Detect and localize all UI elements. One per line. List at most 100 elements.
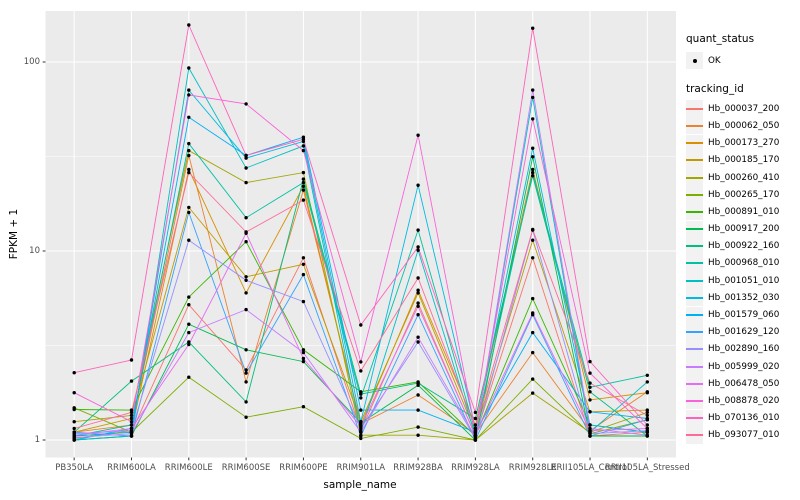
data-point (129, 358, 134, 362)
legend-color-line (686, 399, 703, 402)
data-point (416, 133, 420, 137)
data-point (359, 430, 363, 434)
data-point (416, 288, 420, 292)
data-point (359, 434, 363, 438)
legend-item-label: Hb_093077_010 (708, 430, 780, 441)
legend-item-label: Hb_000260_410 (708, 172, 780, 183)
data-point (72, 426, 76, 431)
legend-item-Hb_000968_010: Hb_000968_010 (686, 254, 800, 272)
data-point (416, 393, 420, 397)
data-point (645, 391, 649, 395)
data-point (531, 95, 535, 100)
data-point (244, 240, 248, 244)
data-point (301, 350, 306, 355)
data-point (359, 408, 363, 412)
quant-status-ok-label: OK (708, 55, 721, 66)
legend-color-line (686, 417, 703, 420)
x-tick-label-RRII105LA_Stressed: RRII105LA_Stressed (604, 463, 690, 473)
data-point (187, 303, 191, 307)
data-point (301, 256, 306, 260)
data-point (301, 184, 306, 188)
tracking-id-legend-items: Hb_000037_200 Hb_000062_050 Hb_000173_270 H… (686, 100, 800, 444)
legend-line-key (686, 272, 703, 290)
data-point (531, 167, 535, 172)
data-point (187, 342, 191, 347)
legend-color-line (686, 142, 703, 145)
data-point (72, 407, 76, 412)
legend-line-key (686, 323, 703, 341)
data-point (301, 359, 306, 364)
data-point (129, 416, 134, 421)
data-point (72, 433, 76, 437)
data-point (244, 156, 248, 160)
data-point (645, 413, 649, 418)
data-point (588, 423, 592, 427)
legend-item-label: Hb_001051_010 (708, 275, 780, 286)
data-point (645, 423, 649, 427)
data-point (129, 420, 134, 424)
data-point (531, 170, 535, 175)
data-point (416, 425, 420, 429)
legend-line-key (686, 254, 703, 272)
legend-item-Hb_000891_010: Hb_000891_010 (686, 203, 800, 221)
legend-item-label: Hb_001352_030 (708, 292, 780, 303)
data-point (301, 137, 306, 141)
legend-color-line (686, 176, 703, 179)
data-point (416, 291, 420, 295)
data-point (301, 299, 306, 304)
legend-item-Hb_000173_270: Hb_000173_270 (686, 134, 800, 152)
data-point (187, 88, 191, 92)
legend-color-line (686, 262, 703, 265)
legend-color-line (686, 434, 703, 437)
data-point (187, 167, 191, 172)
data-point (531, 256, 535, 260)
data-point (359, 392, 363, 396)
legend-color-line (686, 228, 703, 231)
legend-color-line (686, 314, 703, 317)
data-point (531, 296, 535, 301)
legend-line-key (686, 203, 703, 221)
data-point (301, 356, 306, 361)
data-point (645, 433, 649, 437)
data-point (244, 380, 248, 384)
data-point (416, 304, 420, 308)
data-point (187, 330, 191, 335)
data-point (531, 238, 535, 242)
legend-item-label: Hb_000173_270 (708, 138, 780, 149)
data-point (187, 322, 191, 326)
data-point (588, 410, 592, 414)
legend-item-label: Hb_000037_200 (708, 103, 780, 114)
data-point (531, 88, 535, 92)
data-point (187, 141, 191, 146)
data-point (416, 433, 420, 437)
data-point (244, 415, 248, 419)
data-point (473, 433, 478, 437)
data-point (72, 435, 76, 440)
data-point (531, 311, 535, 315)
data-point (244, 291, 248, 295)
data-point (359, 424, 363, 429)
data-point (244, 216, 248, 220)
data-point (244, 307, 248, 312)
x-tick-label-RRIM600SE: RRIM600SE (221, 463, 271, 473)
legend-color-line (686, 124, 703, 127)
x-tick-label-RRIM600PE: RRIM600PE (279, 463, 328, 473)
legend-item-Hb_006478_050: Hb_006478_050 (686, 375, 800, 393)
data-point (416, 381, 420, 385)
y-tick-label: 10 (29, 245, 40, 256)
data-point (645, 418, 649, 422)
data-point (416, 335, 420, 339)
x-tick-label-RRIM901LA: RRIM901LA (336, 463, 386, 473)
legend-item-label: Hb_001629_120 (708, 327, 780, 338)
data-point (72, 391, 76, 395)
data-point (645, 410, 649, 415)
legend-item-Hb_093077_010: Hb_093077_010 (686, 426, 800, 444)
legend-color-line (686, 331, 703, 334)
data-point (645, 380, 649, 384)
data-point (129, 379, 134, 383)
legend-color-line (686, 279, 703, 282)
legend-item-label: Hb_000891_010 (708, 206, 780, 217)
data-point (301, 198, 306, 202)
data-point (301, 144, 306, 148)
